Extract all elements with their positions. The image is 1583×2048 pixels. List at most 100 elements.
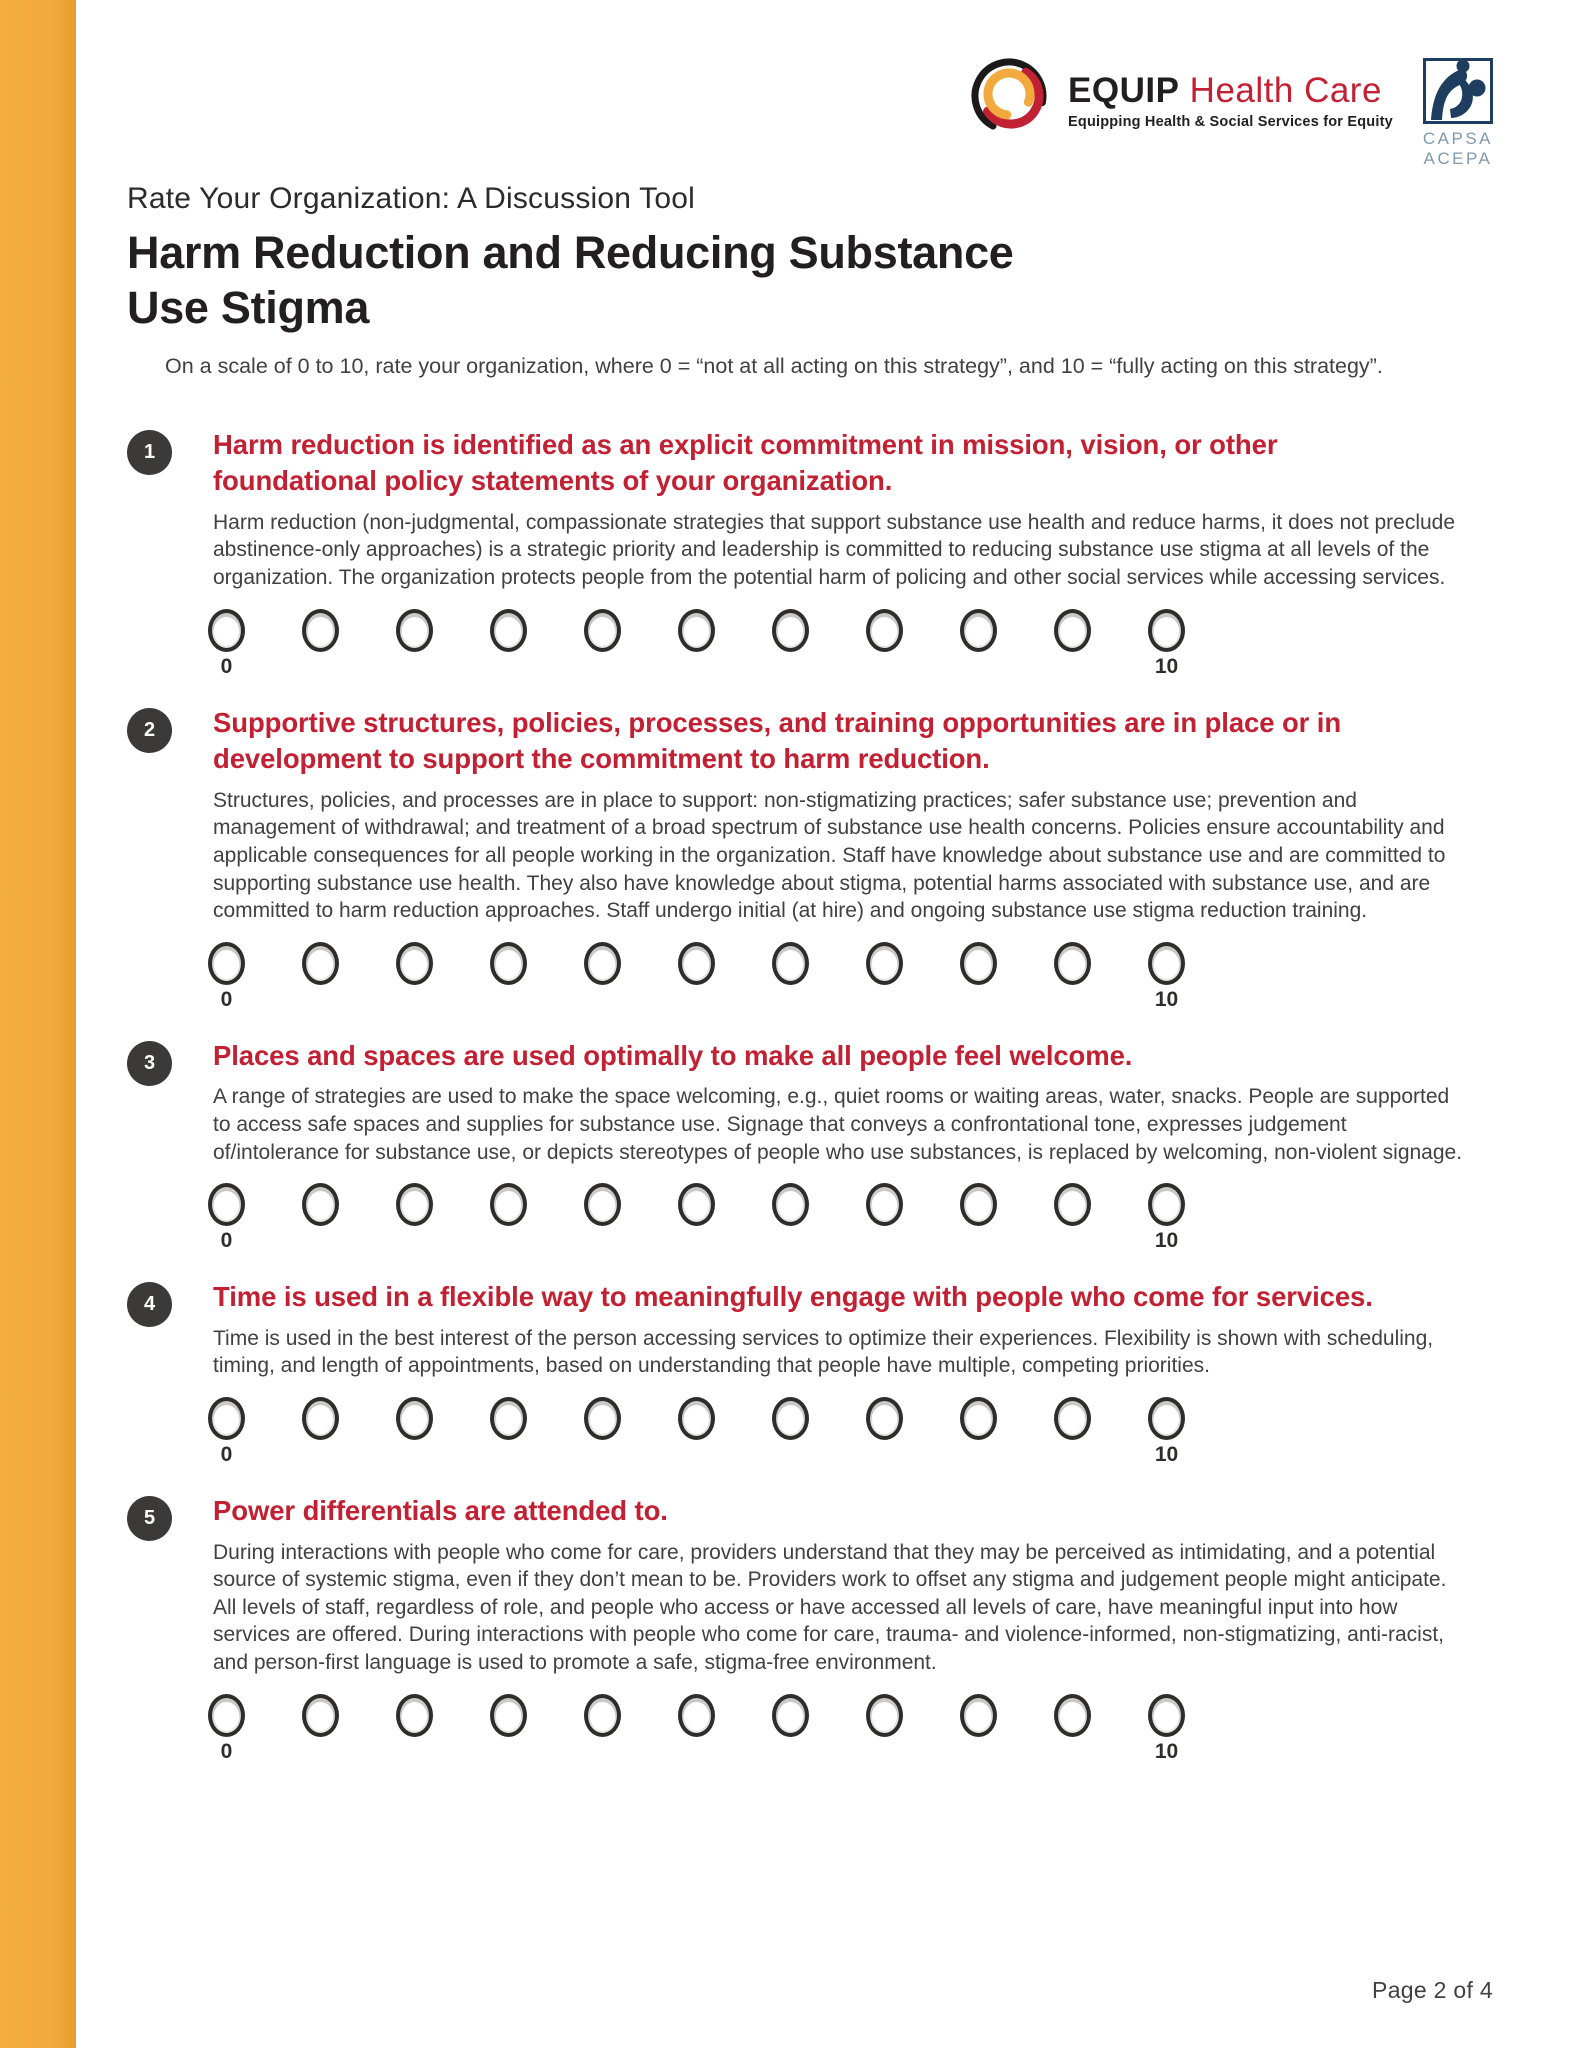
rating-option <box>866 1693 903 1737</box>
rating-circle[interactable] <box>1054 1397 1091 1441</box>
rating-circle[interactable] <box>1054 941 1091 985</box>
rating-option <box>1054 608 1091 652</box>
rating-option <box>490 1397 527 1441</box>
rating-option <box>584 608 621 652</box>
rating-option <box>302 1693 339 1737</box>
rating-circle[interactable] <box>772 608 809 652</box>
rating-circle[interactable] <box>584 608 621 652</box>
item-number-badge: 2 <box>127 707 172 753</box>
rating-circle[interactable] <box>866 608 903 652</box>
rating-circle[interactable] <box>1054 608 1091 652</box>
rating-circle[interactable] <box>866 941 903 985</box>
rating-option <box>772 1183 809 1227</box>
rating-item: 3 Places and spaces are used optimally t… <box>127 1038 1493 1253</box>
rating-option <box>584 941 621 985</box>
rating-option <box>490 608 527 652</box>
item-description: Harm reduction (non-judgmental, compassi… <box>213 510 1456 590</box>
rating-circle[interactable] <box>302 1693 339 1737</box>
page-title: Harm Reduction and Reducing Substance Us… <box>127 227 1014 334</box>
item-description: Time is used in the best interest of the… <box>213 1326 1434 1378</box>
rating-circle[interactable] <box>490 1397 527 1441</box>
rating-circle[interactable] <box>1148 608 1185 652</box>
rating-circle[interactable] <box>396 1693 433 1737</box>
rating-circle[interactable] <box>678 941 715 985</box>
item-description: During interactions with people who come… <box>213 1540 1447 1675</box>
item-number: 5 <box>143 1507 156 1530</box>
rating-circle[interactable] <box>960 608 997 652</box>
rating-circle[interactable] <box>584 1397 621 1441</box>
rating-circle[interactable] <box>1148 1183 1185 1227</box>
scale-min-label: 0 <box>220 1739 233 1763</box>
rating-option <box>866 1183 903 1227</box>
rating-circle[interactable] <box>1054 1183 1091 1227</box>
rating-scale: 0 10 <box>208 608 1493 679</box>
rating-circle[interactable] <box>678 1397 715 1441</box>
rating-option <box>960 1693 997 1737</box>
rating-circle[interactable] <box>302 1183 339 1227</box>
rating-circle[interactable] <box>490 941 527 985</box>
item-heading: Places and spaces are used optimally to … <box>213 1039 1133 1071</box>
rating-circle[interactable] <box>960 941 997 985</box>
item-number: 1 <box>143 440 156 463</box>
rating-option <box>866 608 903 652</box>
capsa-wordmark-line1: CAPSA <box>1422 129 1493 148</box>
rating-circle[interactable] <box>396 1183 433 1227</box>
rating-circle[interactable] <box>960 1693 997 1737</box>
item-description: Structures, policies, and processes are … <box>213 788 1446 923</box>
rating-option <box>678 608 715 652</box>
rating-circle[interactable] <box>490 1183 527 1227</box>
rating-circle[interactable] <box>678 1693 715 1737</box>
rating-option <box>866 941 903 985</box>
rating-circle[interactable] <box>866 1397 903 1441</box>
rating-circle[interactable] <box>490 1693 527 1737</box>
rating-circle[interactable] <box>772 1397 809 1441</box>
rating-circle[interactable] <box>396 1397 433 1441</box>
rating-circle[interactable] <box>678 1183 715 1227</box>
item-number: 3 <box>143 1051 156 1074</box>
rating-option <box>1054 1397 1091 1441</box>
scale-max-label: 10 <box>1154 1443 1179 1467</box>
rating-option <box>678 1183 715 1227</box>
equip-brand-primary: EQUIP <box>1068 70 1180 110</box>
rating-option <box>302 608 339 652</box>
rating-circle[interactable] <box>866 1693 903 1737</box>
rating-circle[interactable] <box>1148 1693 1185 1737</box>
rating-circle[interactable] <box>584 1183 621 1227</box>
rating-circle[interactable] <box>1148 941 1185 985</box>
rating-circle[interactable] <box>396 941 433 985</box>
rating-circle[interactable] <box>960 1397 997 1441</box>
rating-circle[interactable] <box>208 941 245 985</box>
rating-circle[interactable] <box>208 1693 245 1737</box>
rating-option: 0 <box>208 1693 245 1764</box>
rating-circle[interactable] <box>208 1183 245 1227</box>
item-number: 2 <box>143 718 156 741</box>
item-description: A range of strategies are used to make t… <box>213 1085 1463 1164</box>
document-subtitle: Rate Your Organization: A Discussion Too… <box>127 182 695 216</box>
rating-option: 10 <box>1148 1693 1185 1764</box>
rating-circle[interactable] <box>772 1693 809 1737</box>
rating-circle[interactable] <box>1148 1397 1185 1441</box>
rating-circle[interactable] <box>866 1183 903 1227</box>
rating-circle[interactable] <box>302 608 339 652</box>
rating-circle[interactable] <box>396 608 433 652</box>
rating-circle[interactable] <box>302 941 339 985</box>
rating-option <box>302 941 339 985</box>
item-number: 4 <box>143 1293 156 1316</box>
rating-item: 1 Harm reduction is identified as an exp… <box>127 427 1493 679</box>
rating-option: 0 <box>208 1183 245 1253</box>
rating-circle[interactable] <box>208 1397 245 1441</box>
item-content: Harm reduction is identified as an expli… <box>208 427 1493 679</box>
rating-circle[interactable] <box>772 1183 809 1227</box>
rating-option <box>396 1693 433 1737</box>
rating-circle[interactable] <box>960 1183 997 1227</box>
rating-circle[interactable] <box>208 608 245 652</box>
rating-circle[interactable] <box>678 608 715 652</box>
rating-circle[interactable] <box>1054 1693 1091 1737</box>
equip-swirl-icon <box>968 56 1054 147</box>
rating-circle[interactable] <box>772 941 809 985</box>
rating-circle[interactable] <box>584 1693 621 1737</box>
rating-circle[interactable] <box>490 608 527 652</box>
left-accent-bar <box>0 0 76 2048</box>
rating-circle[interactable] <box>584 941 621 985</box>
rating-circle[interactable] <box>302 1397 339 1441</box>
